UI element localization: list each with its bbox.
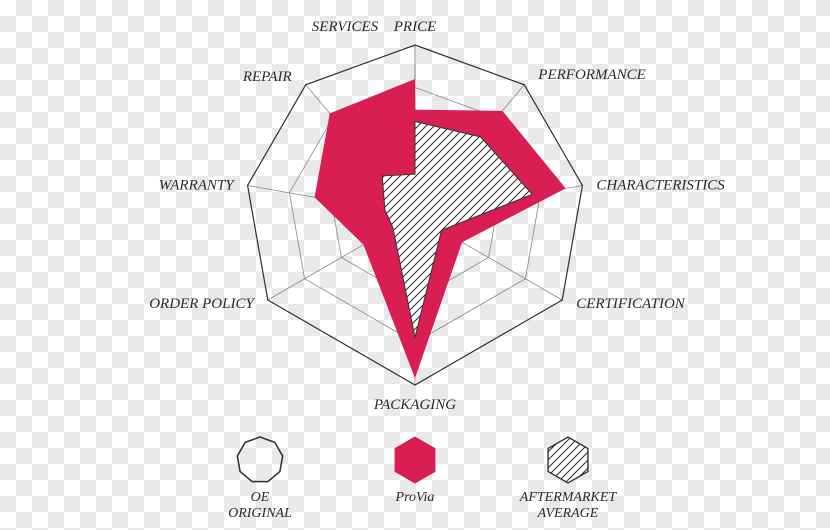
axis-label-price: PRICE — [393, 19, 437, 35]
legend-swatch-provia — [395, 437, 435, 483]
legend-swatch-oe — [237, 437, 282, 482]
legend: OEORIGINAL ProVia AFTERMARKETAVERAGE — [228, 437, 617, 521]
radar-chart: PRICE PERFORMANCE CHARACTERISTICS CERTIFICA… — [0, 0, 830, 530]
legend-label-aftermarket-1: AVERAGE — [537, 506, 599, 521]
radar-series — [248, 45, 583, 385]
axis-label-warranty: WARRANTY — [159, 178, 235, 194]
axis-label-characteristics: CHARACTERISTICS — [596, 178, 725, 194]
axis-label-services: SERVICES — [312, 19, 379, 35]
legend-label-provia-0: ProVia — [395, 490, 435, 505]
legend-item-oe_original: OEORIGINAL — [228, 437, 292, 521]
legend-swatch-aftermarket — [548, 437, 588, 483]
legend-label-oe_original-1: ORIGINAL — [228, 506, 292, 521]
axis-label-order_policy: ORDER POLICY — [149, 296, 255, 312]
legend-label-aftermarket-0: AFTERMARKET — [519, 490, 618, 505]
legend-item-aftermarket: AFTERMARKETAVERAGE — [519, 437, 618, 521]
legend-label-oe_original-0: OE — [251, 490, 270, 505]
axis-label-certification: CERTIFICATION — [576, 296, 686, 312]
axis-label-packaging: PACKAGING — [373, 397, 456, 413]
axis-label-performance: PERFORMANCE — [537, 67, 645, 83]
legend-item-provia: ProVia — [395, 437, 435, 505]
axis-label-repair: REPAIR — [242, 69, 292, 85]
